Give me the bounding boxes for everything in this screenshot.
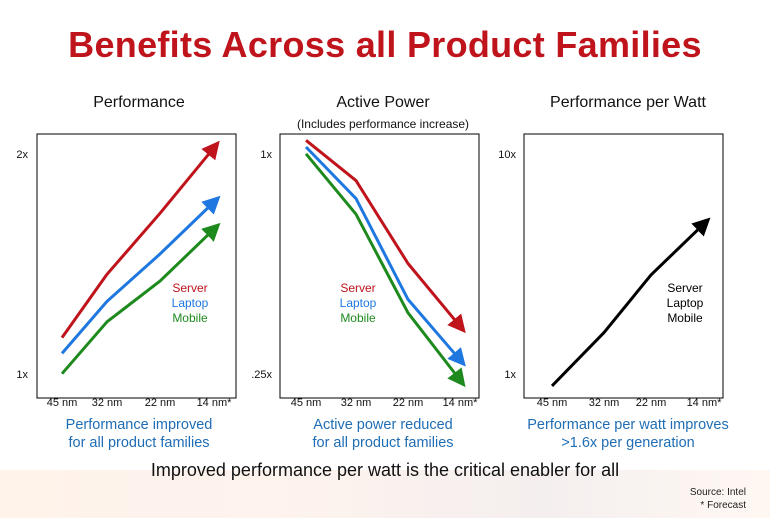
- caption-performance: Performance improved for all product fam…: [14, 416, 264, 452]
- chart-2-xtick-label-0: 45 nm: [537, 397, 568, 409]
- chart-1-xtick-label-0: 45 nm: [291, 397, 322, 409]
- chart-2-xtick-label-1: 32 nm: [589, 397, 620, 409]
- chart-2-ytick-label-1: 10x: [498, 149, 516, 161]
- chart-0-xtick-label-3: 14 nm*: [197, 397, 233, 409]
- chart-1-legend-laptop: Laptop: [340, 296, 377, 310]
- source-line: Source: Intel: [689, 487, 746, 498]
- chart-0-legend-server: Server: [172, 281, 207, 295]
- chart-0-ytick-label-0: 1x: [16, 369, 28, 381]
- chart-0-series-server: [60, 140, 220, 339]
- chart-0-series-laptop: [60, 195, 221, 355]
- chart-1-xtick-label-1: 32 nm: [341, 397, 372, 409]
- forecast-note: * Forecast: [700, 500, 746, 511]
- chart-2-ytick-label-0: 1x: [504, 369, 516, 381]
- chart-2-series-server-laptop-mobile: [550, 217, 711, 387]
- caption-performance-line1: Performance improved: [65, 417, 213, 433]
- chart-1-xtick-label-3: 14 nm*: [443, 397, 479, 409]
- chart-1-legend-mobile: Mobile: [340, 311, 376, 325]
- panel-subtitle-active-power: (Includes performance increase): [296, 117, 470, 131]
- caption-perf-per-watt-line1: Performance per watt improves: [527, 417, 729, 433]
- chart-0-xtick-label-2: 22 nm: [145, 397, 176, 409]
- panel-title-performance: Performance: [93, 94, 185, 111]
- chart-2-legend-laptop: Laptop: [667, 296, 704, 310]
- chart-1-series-laptop: [304, 145, 466, 367]
- chart-0-frame: [36, 133, 237, 399]
- source-note: Source: Intel * Forecast: [690, 486, 746, 512]
- caption-performance-line2: for all product families: [68, 435, 210, 451]
- chart-2-legend-mobile: Mobile: [667, 311, 703, 325]
- bottom-decorative-band: [0, 470, 770, 518]
- chart-1-series-mobile: [304, 152, 466, 388]
- chart-1-series-server: [305, 139, 466, 334]
- chart-2-xtick-label-2: 22 nm: [636, 397, 667, 409]
- caption-perf-per-watt-line2: >1.6x per generation: [561, 435, 695, 451]
- caption-perf-per-watt: Performance per watt improves >1.6x per …: [503, 416, 753, 452]
- chart-0-ytick-label-1: 2x: [16, 149, 28, 161]
- chart-2-frame: [523, 133, 724, 399]
- chart-1-frame: [279, 133, 480, 399]
- chart-2-xtick-label-3: 14 nm*: [687, 397, 723, 409]
- footer-statement: Improved performance per watt is the cri…: [150, 460, 620, 480]
- chart-1-xtick-label-2: 22 nm: [393, 397, 424, 409]
- chart-0-legend-mobile: Mobile: [172, 311, 208, 325]
- caption-active-power-line2: for all product families: [312, 435, 454, 451]
- caption-active-power: Active power reduced for all product fam…: [258, 416, 508, 452]
- panel-title-active-power: Active Power: [336, 94, 430, 111]
- panel-title-perf-per-watt: Performance per Watt: [550, 94, 706, 111]
- chart-0-xtick-label-0: 45 nm: [47, 397, 78, 409]
- chart-0-legend-laptop: Laptop: [172, 296, 209, 310]
- chart-0-series-mobile: [60, 222, 221, 375]
- chart-0-xtick-label-1: 32 nm: [92, 397, 123, 409]
- chart-1-legend-server: Server: [340, 281, 375, 295]
- caption-active-power-line1: Active power reduced: [313, 417, 453, 433]
- slide-title: Benefits Across all Product Families: [68, 24, 702, 65]
- chart-1-ytick-label-1: 1x: [260, 149, 272, 161]
- chart-1-ytick-label-0: .25x: [251, 369, 272, 381]
- chart-2-legend-server: Server: [667, 281, 702, 295]
